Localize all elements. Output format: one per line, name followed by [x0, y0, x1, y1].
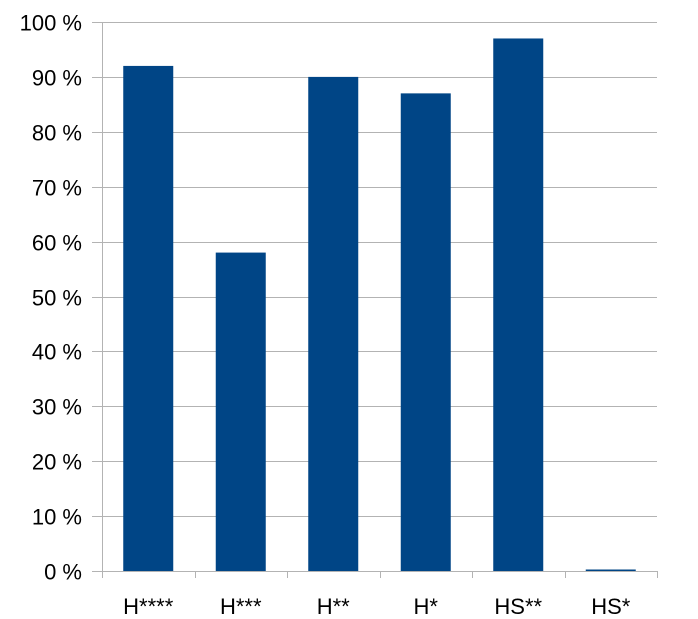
y-tick-label: 30 %: [32, 395, 82, 420]
y-tick-label: 40 %: [32, 340, 82, 365]
y-tick-label: 60 %: [32, 231, 82, 256]
y-tick-label: 20 %: [32, 450, 82, 475]
bar-H*: [400, 93, 451, 572]
x-tick-label: H*: [414, 594, 439, 619]
axes: [102, 22, 658, 578]
y-tick-label: 70 %: [32, 176, 82, 201]
y-tick-label: 80 %: [32, 121, 82, 146]
y-tick-label: 90 %: [32, 66, 82, 91]
bar-HS**: [493, 38, 544, 572]
tick-labels: 0 % 10 % 20 % 30 % 40 % 50 % 60 % 70 % 80 % 90 % 1…: [20, 11, 631, 619]
x-tick-label: H***: [220, 594, 262, 619]
x-tick-label: H****: [123, 594, 174, 619]
bars: [123, 38, 636, 572]
y-tick-label: 10 %: [32, 505, 82, 530]
y-tick-label: 0 %: [44, 560, 82, 585]
x-tick-label: H**: [317, 594, 350, 619]
y-tick-label: 100 %: [20, 11, 82, 36]
bar-H****: [123, 65, 174, 572]
x-tick-label: HS*: [591, 594, 631, 619]
x-tick-label: HS**: [494, 594, 542, 619]
bar-HS*: [585, 569, 636, 571]
bar-H**: [308, 76, 359, 572]
y-tick-label: 50 %: [32, 286, 82, 311]
grid-lines: [92, 22, 657, 572]
bar-H***: [215, 252, 266, 571]
